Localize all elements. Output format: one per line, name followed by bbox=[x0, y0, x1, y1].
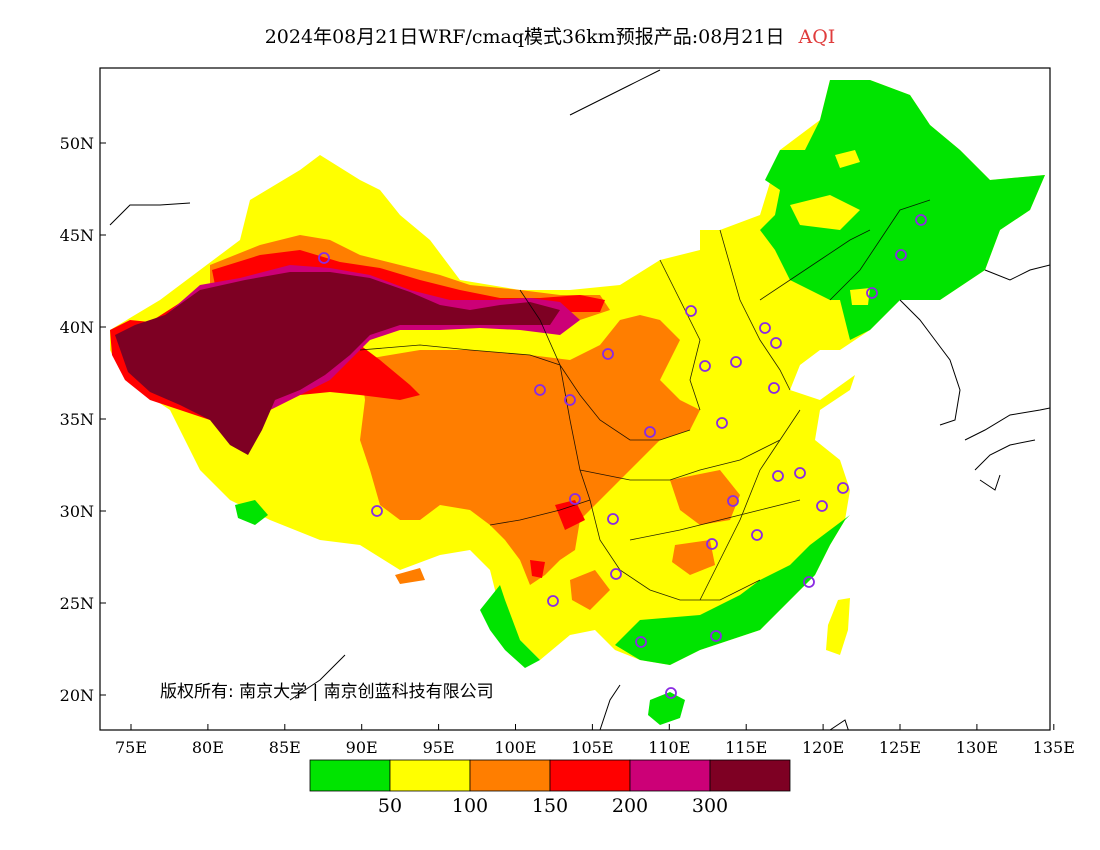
copyright-text: 版权所有: 南京大学 | 南京创蓝科技有限公司 bbox=[160, 682, 494, 702]
lon-label: 75E bbox=[115, 738, 147, 757]
region-usg-central bbox=[360, 315, 700, 585]
region-unhealthy-spot bbox=[555, 500, 585, 530]
lat-label: 45N bbox=[60, 226, 94, 245]
province-boundaries bbox=[359, 199, 931, 601]
coastline-korea-japan bbox=[899, 264, 1050, 491]
map-frame bbox=[99, 67, 1051, 731]
region-good-northeast bbox=[760, 80, 1045, 340]
lon-label: 135E bbox=[1033, 738, 1075, 757]
title-variable: AQI bbox=[798, 26, 836, 48]
latitude-axis: 20N 25N 30N 35N 40N 45N 50N bbox=[60, 134, 106, 705]
legend-threshold-label: 100 bbox=[452, 795, 488, 817]
legend-swatch bbox=[389, 759, 471, 792]
region-moderate-taiwan bbox=[826, 598, 850, 655]
map-title: 2024年08月21日WRF/cmaq模式36km预报产品:08月21日 AQI bbox=[0, 22, 1100, 49]
lon-label: 90E bbox=[346, 738, 378, 757]
legend-swatch bbox=[629, 759, 711, 792]
map-field: 版权所有: 南京大学 | 南京创蓝科技有限公司 bbox=[109, 69, 1050, 730]
region-usg-spot bbox=[672, 540, 715, 575]
lon-label: 80E bbox=[192, 738, 224, 757]
lon-label: 110E bbox=[648, 738, 690, 757]
region-moderate-northeast-spot bbox=[835, 150, 860, 168]
legend-swatch bbox=[469, 759, 551, 792]
lon-label: 100E bbox=[494, 738, 536, 757]
legend-swatch bbox=[309, 759, 391, 792]
region-good-south bbox=[615, 515, 850, 665]
lon-label: 115E bbox=[725, 738, 767, 757]
lat-label: 30N bbox=[60, 502, 94, 521]
legend-threshold-label: 200 bbox=[612, 795, 648, 817]
coastline-southeast-asia bbox=[289, 654, 849, 730]
lat-label: 50N bbox=[60, 134, 94, 153]
region-usg-spot bbox=[670, 470, 740, 525]
region-moderate-northeast-spot bbox=[850, 288, 870, 305]
region-usg-spot bbox=[570, 570, 610, 610]
lat-label: 40N bbox=[60, 318, 94, 337]
legend-threshold-label: 50 bbox=[378, 795, 402, 817]
aqi-legend: 50 100 150 200 300 bbox=[309, 759, 791, 817]
lon-label: 95E bbox=[423, 738, 455, 757]
lon-label: 120E bbox=[802, 738, 844, 757]
lon-label: 105E bbox=[571, 738, 613, 757]
coastline-russia-north bbox=[109, 69, 661, 226]
station-markers bbox=[318, 214, 927, 699]
region-unhealthy-spot bbox=[530, 560, 545, 578]
region-good-southwest bbox=[480, 585, 540, 668]
region-unhealthy-band bbox=[212, 250, 605, 312]
region-usg-spot bbox=[395, 568, 425, 584]
region-hazardous bbox=[115, 272, 560, 455]
legend-swatch bbox=[709, 759, 791, 792]
legend-threshold-label: 150 bbox=[532, 795, 568, 817]
lat-label: 20N bbox=[60, 686, 94, 705]
lon-label: 130E bbox=[956, 738, 998, 757]
longitude-axis: 75E 80E 85E 90E 95E 100E 105E 110E 115E 120E 125E 1… bbox=[115, 724, 1075, 757]
legend-threshold-label: 300 bbox=[692, 795, 728, 817]
region-good-hainan bbox=[648, 692, 685, 725]
lon-label: 125E bbox=[879, 738, 921, 757]
lat-label: 25N bbox=[60, 594, 94, 613]
lon-label: 85E bbox=[269, 738, 301, 757]
lat-label: 35N bbox=[60, 410, 94, 429]
title-main: 2024年08月21日WRF/cmaq模式36km预报产品:08月21日 bbox=[264, 26, 785, 48]
legend-swatch bbox=[549, 759, 631, 792]
region-good-tibet-spot bbox=[235, 500, 268, 525]
region-moderate-northeast-spot bbox=[790, 195, 860, 230]
